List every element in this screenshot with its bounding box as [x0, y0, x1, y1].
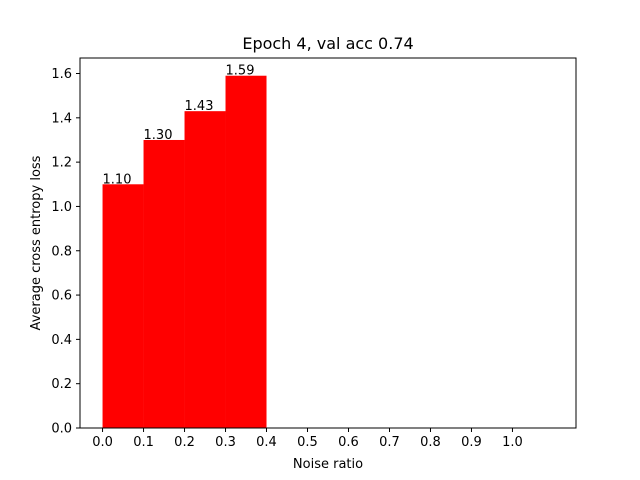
- y-tick-label-3: 0.6: [51, 289, 72, 304]
- bar-value-label-1: 1.30: [144, 128, 173, 143]
- y-tick-label-0: 0.0: [51, 422, 72, 437]
- y-axis-label: Average cross entropy loss: [29, 155, 44, 330]
- bar-3: [225, 75, 267, 428]
- x-tick-label-9: 0.9: [461, 435, 482, 450]
- bar-value-label-2: 1.43: [185, 99, 214, 114]
- x-tick-label-5: 0.5: [297, 435, 318, 450]
- x-tick-label-3: 0.3: [215, 435, 236, 450]
- y-axis-ticks: 0.0 0.2 0.4 0.6 0.8 1.0 1.2 1.4 1.6: [51, 67, 80, 437]
- x-tick-label-7: 0.7: [379, 435, 400, 450]
- y-tick-label-7: 1.4: [51, 111, 72, 126]
- bars-layer: [102, 75, 267, 429]
- y-tick-label-2: 0.4: [51, 333, 72, 348]
- y-tick-label-4: 0.8: [51, 244, 72, 259]
- bar-0: [102, 184, 144, 428]
- x-tick-label-1: 0.1: [133, 435, 154, 450]
- x-tick-label-8: 0.8: [420, 435, 441, 450]
- y-tick-label-6: 1.2: [51, 156, 72, 171]
- x-tick-label-2: 0.2: [174, 435, 195, 450]
- plot-frame: [79, 57, 577, 429]
- x-axis-label: Noise ratio: [293, 457, 363, 472]
- x-tick-label-6: 0.6: [338, 435, 359, 450]
- y-tick-label-1: 0.2: [51, 377, 72, 392]
- chart-title: Epoch 4, val acc 0.74: [242, 34, 413, 53]
- y-tick-label-5: 1.0: [51, 200, 72, 215]
- x-axis-ticks: 0.0 0.1 0.2 0.3 0.4 0.5 0.6 0.7 0.8 0.9 1.0: [92, 428, 523, 450]
- x-tick-label-0: 0.0: [92, 435, 113, 450]
- bar-1: [143, 139, 185, 428]
- data-labels: 1.10 1.30 1.43 1.59: [103, 64, 255, 188]
- x-tick-label-4: 0.4: [256, 435, 277, 450]
- bar-value-label-0: 1.10: [103, 172, 132, 187]
- y-tick-label-8: 1.6: [51, 67, 72, 82]
- bar-2: [184, 111, 226, 429]
- bar-value-label-3: 1.59: [226, 64, 255, 79]
- x-tick-label-10: 1.0: [502, 435, 523, 450]
